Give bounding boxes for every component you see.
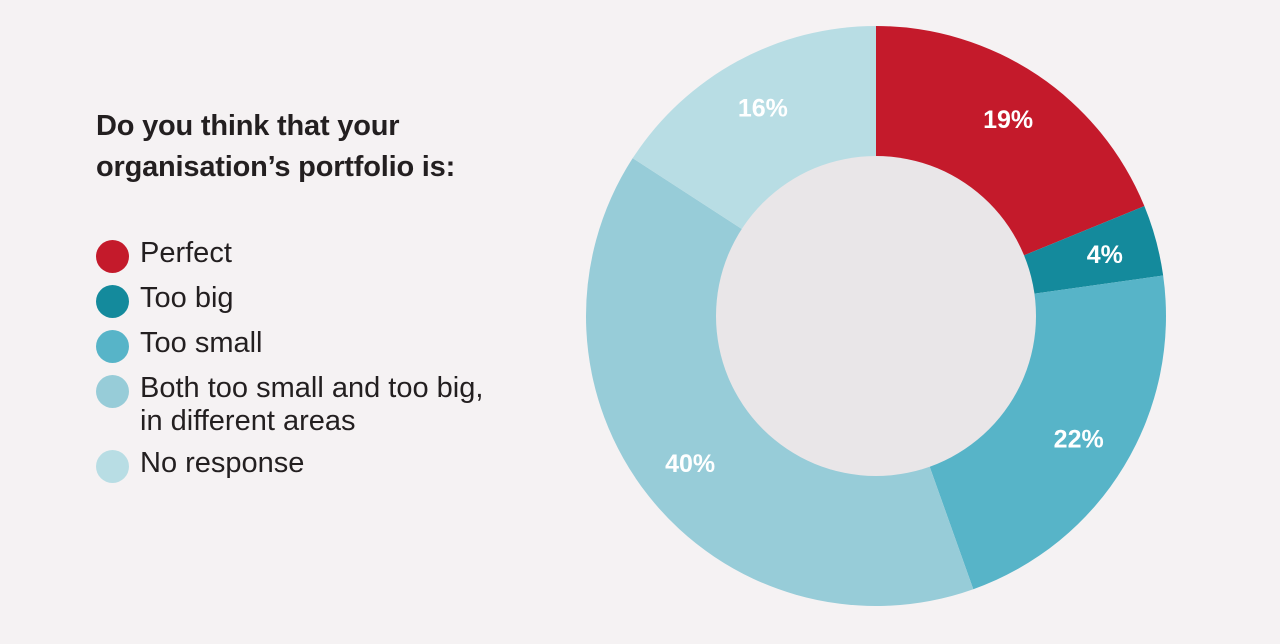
legend-swatch — [96, 285, 129, 318]
legend-label: Too big — [140, 282, 234, 314]
legend-item: Both too small and too big, in different… — [96, 372, 483, 438]
legend-swatch — [96, 375, 129, 408]
chart-title: Do you think that your organisation’s po… — [96, 110, 456, 183]
legend-label: Perfect — [140, 237, 232, 269]
legend-label: No response — [140, 447, 305, 479]
chart-legend: Perfect Too big Too small Both too small an… — [96, 237, 483, 492]
legend-swatch — [96, 450, 129, 483]
legend-label: Both too small and too big, in different… — [140, 372, 484, 437]
legend-swatch — [96, 240, 129, 273]
legend-item: Too small — [96, 327, 483, 363]
slice-value-label: 19% — [983, 106, 1033, 134]
legend-swatch — [96, 330, 129, 363]
slice-value-label: 4% — [1087, 241, 1123, 269]
legend-item: Perfect — [96, 237, 483, 273]
slice-value-label: 22% — [1054, 426, 1104, 454]
legend-item: No response — [96, 447, 483, 483]
legend-label: Too small — [140, 327, 263, 359]
slice-value-label: 16% — [738, 95, 788, 123]
legend-item: Too big — [96, 282, 483, 318]
donut-hole — [716, 156, 1036, 476]
slice-value-label: 40% — [665, 450, 715, 478]
